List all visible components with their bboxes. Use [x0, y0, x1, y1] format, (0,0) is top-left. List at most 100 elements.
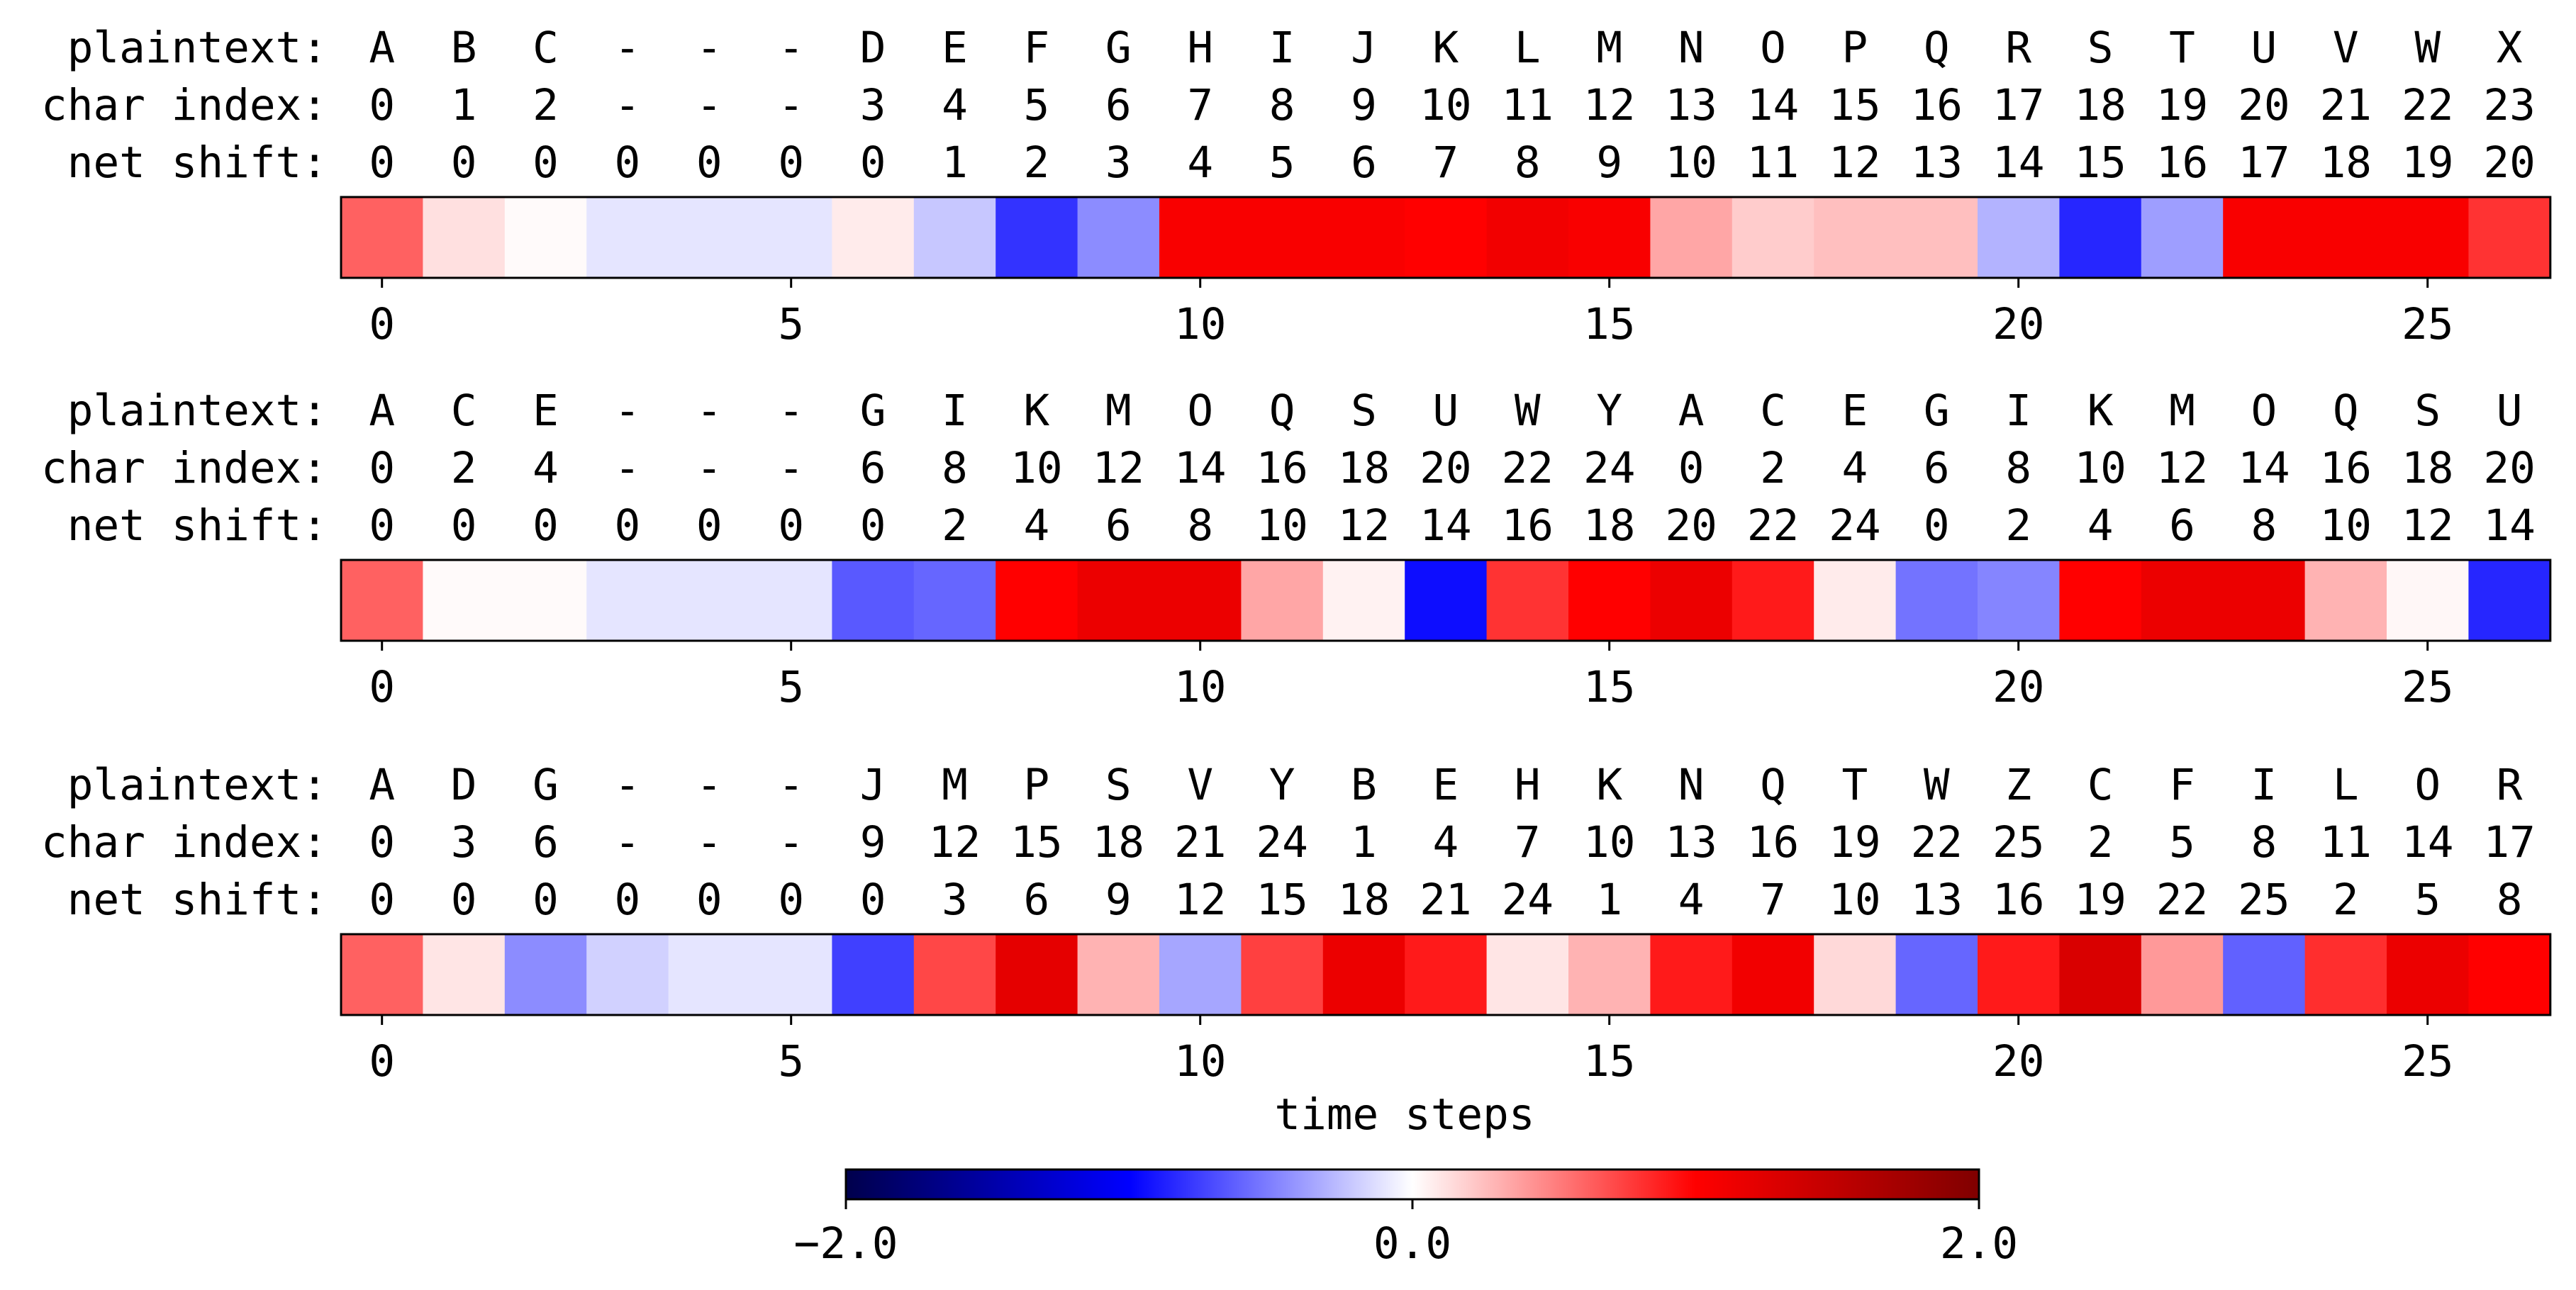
heatmap-cell	[1159, 934, 1242, 1015]
char-index-token: 2	[2087, 817, 2114, 868]
char-index-token: 12	[1093, 443, 1144, 493]
net-shift-token: 1	[942, 138, 968, 188]
plaintext-token: H	[1515, 760, 1541, 810]
heatmap-cell	[913, 934, 996, 1015]
net-shift-token: 21	[1420, 875, 1471, 925]
char-index-token: 6	[533, 817, 559, 868]
heatmap-cell	[2059, 560, 2142, 641]
plaintext-token: C	[1760, 386, 1786, 436]
char-index-token: 22	[2402, 80, 2453, 130]
net-shift-token: 15	[1256, 875, 1307, 925]
heatmap-frame	[340, 196, 2552, 279]
heatmap-cell	[1814, 560, 1897, 641]
heatmap-cell	[1895, 934, 1978, 1015]
plaintext-token: P	[1024, 760, 1050, 810]
net-shift-token: 0	[778, 875, 804, 925]
heatmap-cell	[832, 560, 915, 641]
plaintext-token: O	[1760, 23, 1786, 73]
heatmap-cell	[832, 197, 915, 278]
char-index-token: 12	[1583, 80, 1635, 130]
net-shift-token: 8	[1515, 138, 1541, 188]
plaintext-token: H	[1187, 23, 1213, 73]
net-shift-token: 0	[369, 875, 395, 925]
plaintext-token: G	[1105, 23, 1132, 73]
plaintext-token: Q	[2333, 386, 2359, 436]
heatmap-cell	[1241, 560, 1324, 641]
net-shift-token: 0	[533, 500, 559, 551]
plaintext-token: U	[2497, 386, 2523, 436]
heatmap-cell	[2468, 934, 2551, 1015]
net-shift-token: 0	[696, 500, 723, 551]
plaintext-token: R	[2497, 760, 2523, 810]
net-shift-token: 22	[1747, 500, 1799, 551]
plaintext-token: K	[2087, 386, 2114, 436]
heatmap-cell	[1978, 560, 2060, 641]
net-shift-token: 18	[1583, 500, 1635, 551]
heatmap-cell	[1732, 560, 1814, 641]
plaintext-token: A	[1678, 386, 1705, 436]
plaintext-token: U	[2251, 23, 2277, 73]
plaintext-token: R	[2005, 23, 2031, 73]
char-index-token: 5	[2169, 817, 2195, 868]
char-index-token: 8	[2005, 443, 2031, 493]
char-index-label: char index:	[41, 443, 328, 493]
char-index-token: 14	[1174, 443, 1226, 493]
plaintext-token: Y	[1269, 760, 1295, 810]
char-index-token: -	[696, 817, 723, 868]
char-index-token: 11	[1502, 80, 1554, 130]
char-index-token: 17	[1992, 80, 2044, 130]
net-shift-token: 3	[1105, 138, 1132, 188]
net-shift-token: 2	[2005, 500, 2031, 551]
heatmap-cell	[1241, 934, 1324, 1015]
plaintext-token: F	[1024, 23, 1050, 73]
heatmap-cell	[1814, 934, 1897, 1015]
plaintext-token: Q	[1269, 386, 1295, 436]
plaintext-token: V	[1187, 760, 1213, 810]
heatmap-cell	[913, 560, 996, 641]
x-axis-label: time steps	[1274, 1089, 1534, 1140]
net-shift-token: 0	[451, 875, 477, 925]
char-index-token: 19	[2156, 80, 2208, 130]
x-tick-label: 15	[1583, 662, 1635, 712]
plaintext-token: T	[1842, 760, 1868, 810]
char-index-token: 7	[1515, 817, 1541, 868]
plaintext-token: A	[369, 23, 395, 73]
heatmap-cell	[2304, 934, 2387, 1015]
x-tick-label: 25	[2402, 1036, 2453, 1087]
heatmap-frame	[340, 933, 2552, 1016]
heatmap-cell	[341, 560, 423, 641]
colorbar: −2.0 0.0 2.0	[794, 1168, 2018, 1269]
net-shift-token: 9	[1596, 138, 1622, 188]
char-index-token: 19	[1829, 817, 1880, 868]
net-shift-token: 0	[369, 500, 395, 551]
plaintext-token: -	[696, 760, 723, 810]
net-shift-token: 10	[2320, 500, 2372, 551]
net-shift-token: 24	[1829, 500, 1880, 551]
char-index-token: 8	[942, 443, 968, 493]
x-tick-label: 25	[2402, 299, 2453, 349]
plaintext-token: Z	[2005, 760, 2031, 810]
heatmap-cell	[2223, 934, 2306, 1015]
char-index-token: 8	[1269, 80, 1295, 130]
net-shift-token: 1	[1596, 875, 1622, 925]
char-index-token: 6	[1924, 443, 1950, 493]
char-index-token: 12	[929, 817, 981, 868]
net-shift-token: 14	[1992, 138, 2044, 188]
net-shift-token: 15	[2074, 138, 2126, 188]
char-index-token: 12	[2156, 443, 2208, 493]
heatmap-cell	[832, 934, 915, 1015]
plaintext-token: Q	[1760, 760, 1786, 810]
plaintext-token: -	[615, 23, 641, 73]
plaintext-token: B	[451, 23, 477, 73]
heatmap-cell	[341, 197, 423, 278]
char-index-token: 18	[2074, 80, 2126, 130]
plaintext-token: K	[1596, 760, 1622, 810]
net-shift-token: 0	[860, 500, 886, 551]
char-index-token: 22	[1911, 817, 1963, 868]
net-shift-token: 6	[1351, 138, 1377, 188]
char-index-token: 9	[1351, 80, 1377, 130]
char-index-token: 15	[1010, 817, 1062, 868]
net-shift-token: 19	[2402, 138, 2453, 188]
plaintext-token: A	[369, 760, 395, 810]
net-shift-token: 2	[2333, 875, 2359, 925]
